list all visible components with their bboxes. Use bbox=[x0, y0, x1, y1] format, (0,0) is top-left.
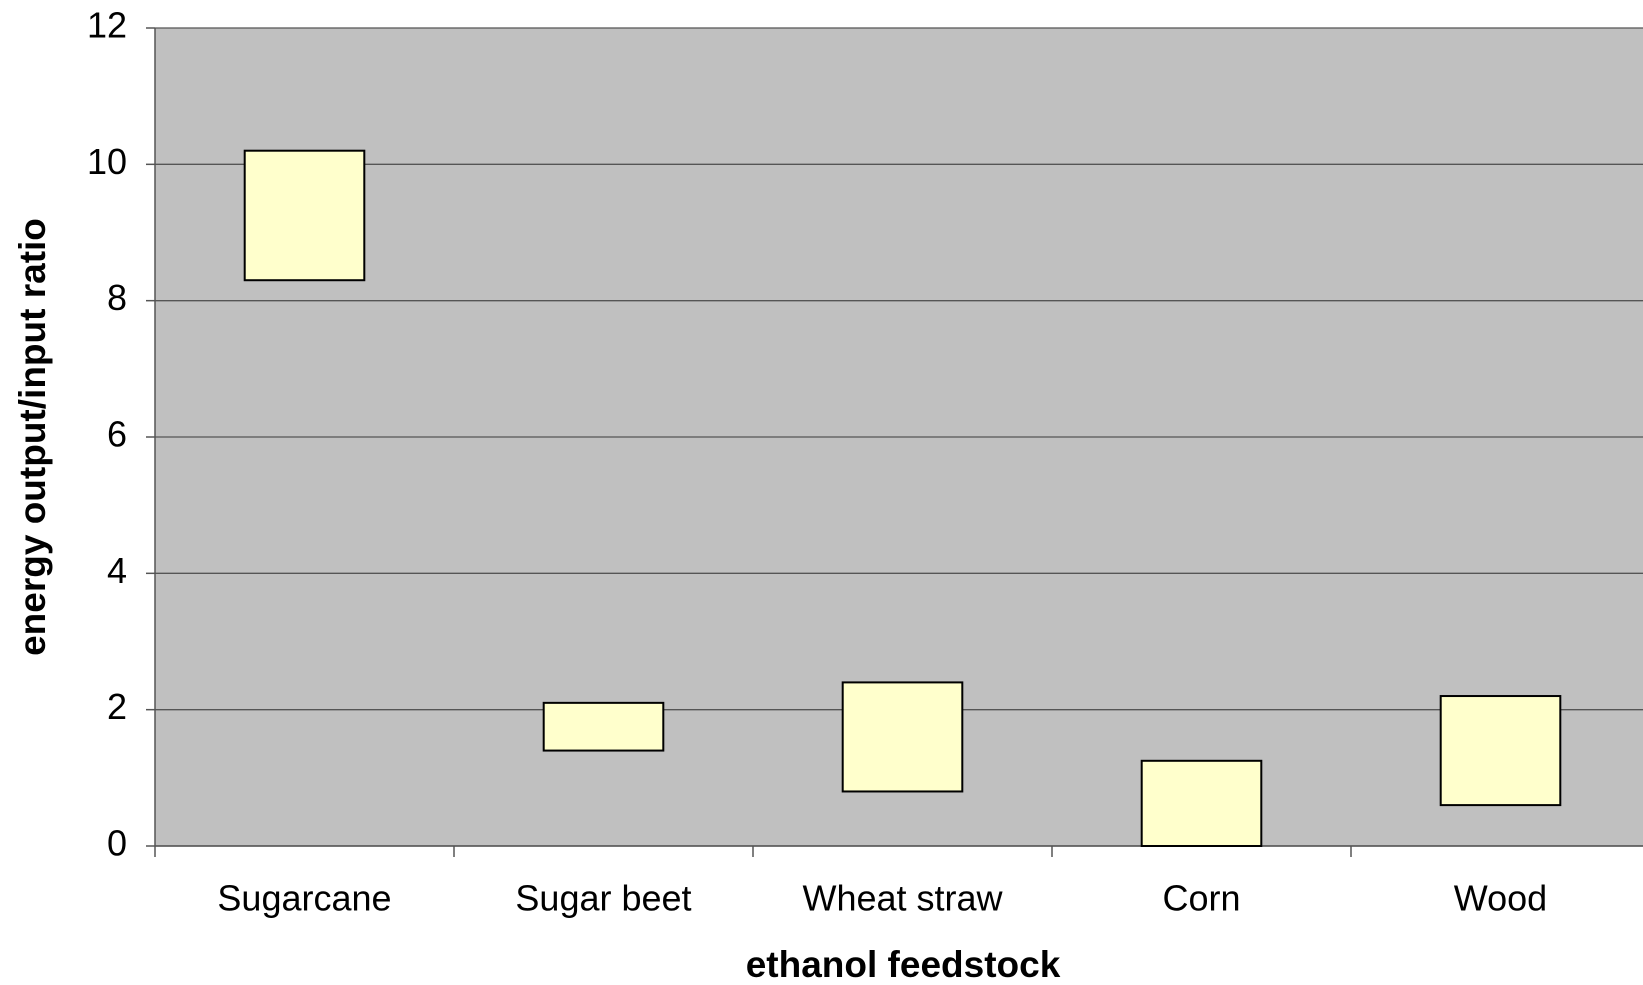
y-tick-label: 6 bbox=[107, 414, 127, 455]
bar bbox=[542, 701, 665, 752]
x-tick-label: Wood bbox=[1454, 878, 1547, 919]
x-tick-label: Sugarcane bbox=[217, 878, 391, 919]
x-tick-label: Corn bbox=[1162, 878, 1240, 919]
x-axis-title: ethanol feedstock bbox=[746, 944, 1061, 985]
y-tick-label: 8 bbox=[107, 277, 127, 318]
y-tick-label: 2 bbox=[107, 686, 127, 727]
y-tick-label: 4 bbox=[107, 550, 127, 591]
y-tick-label: 12 bbox=[87, 5, 127, 46]
y-tick-label: 0 bbox=[107, 823, 127, 864]
bar bbox=[243, 149, 366, 282]
x-tick-label: Wheat straw bbox=[802, 878, 1003, 919]
bar bbox=[1140, 759, 1263, 848]
y-axis-title: energy output/input ratio bbox=[12, 218, 53, 656]
y-tick-label: 10 bbox=[87, 141, 127, 182]
bar bbox=[841, 681, 964, 793]
x-tick-label: Sugar beet bbox=[515, 878, 691, 919]
bar bbox=[1439, 695, 1562, 807]
